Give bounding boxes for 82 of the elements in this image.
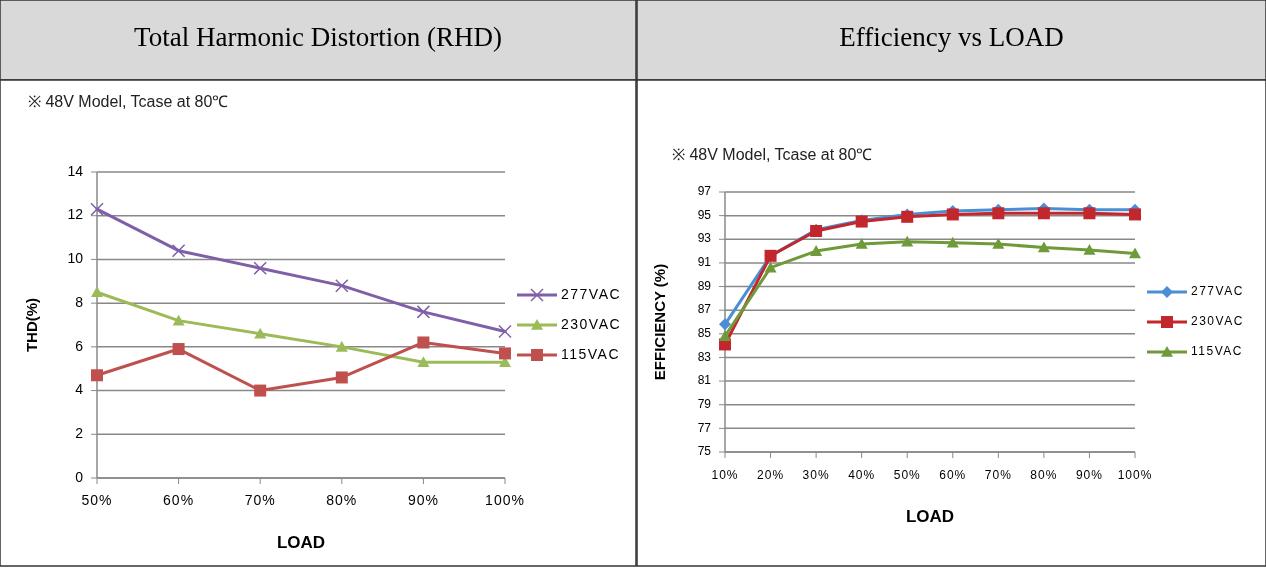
point — [254, 384, 267, 397]
point — [171, 243, 186, 258]
point — [91, 286, 103, 298]
point — [417, 336, 430, 349]
point — [335, 278, 349, 293]
y-tick-label: 6 — [75, 337, 84, 354]
chart-title: Efficiency vs LOAD — [839, 22, 1064, 53]
y-tick-label: 91 — [697, 255, 712, 270]
y-tick-label: 79 — [697, 396, 712, 411]
y-tick-label: 4 — [75, 381, 84, 398]
point — [901, 235, 914, 247]
point — [946, 208, 959, 221]
x-tick-label: 70% — [984, 468, 1012, 482]
y-tick-label: 83 — [697, 349, 712, 364]
y-tick-label: 89 — [697, 278, 712, 293]
y-tick-label: 85 — [697, 325, 712, 340]
point — [253, 261, 267, 275]
point — [1037, 241, 1050, 253]
x-axis-title: LOAD — [905, 507, 955, 526]
point — [764, 261, 777, 273]
x-tick-label: 70% — [244, 492, 276, 508]
point — [1083, 243, 1096, 255]
y-tick-label: 10 — [67, 250, 84, 267]
y-tick-label: 0 — [75, 468, 84, 485]
y-tick-label: 81 — [697, 373, 712, 388]
y-tick-label: 97 — [697, 184, 712, 199]
y-tick-label: 14 — [67, 162, 84, 179]
legend-label: 115VAC — [561, 345, 621, 362]
point — [946, 236, 959, 248]
y-axis-title: THD(%) — [23, 297, 40, 353]
x-tick-label: 50% — [81, 492, 113, 508]
x-tick-label: 60% — [163, 492, 195, 508]
point — [1037, 207, 1050, 220]
chart-title: Total Harmonic Distortion (RHD) — [134, 22, 502, 53]
legend-label: 230VAC — [561, 315, 622, 332]
point — [1129, 208, 1141, 221]
text: ※ 48V Model, Tcase at 80℃ — [672, 146, 873, 163]
y-tick-label: 93 — [697, 231, 712, 246]
x-tick-label: 30% — [802, 468, 830, 482]
x-tick-label: 90% — [407, 492, 439, 508]
point — [91, 369, 103, 382]
x-tick-label: 90% — [1075, 468, 1103, 482]
point — [810, 245, 823, 256]
legend-label: 230VAC — [1191, 314, 1244, 329]
point — [335, 340, 348, 352]
x-tick-label: 100% — [1117, 468, 1153, 482]
y-tick-label: 2 — [75, 424, 84, 441]
x-tick-label: 50% — [893, 468, 921, 482]
x-tick-label: 10% — [711, 468, 739, 482]
point — [855, 238, 868, 249]
x-tick-label: 40% — [848, 468, 876, 482]
x-axis-title: LOAD — [276, 533, 326, 552]
point — [719, 318, 731, 331]
y-tick-label: 12 — [67, 206, 84, 223]
legend-label: 277VAC — [1191, 284, 1244, 299]
point — [1129, 247, 1141, 259]
point — [992, 238, 1005, 249]
legend-label: 115VAC — [1191, 344, 1243, 359]
text: ※ 48V Model, Tcase at 80℃ — [28, 93, 229, 110]
x-tick-label: 100% — [485, 492, 525, 508]
y-tick-label: 75 — [697, 444, 712, 459]
legend-label: 277VAC — [561, 285, 622, 302]
y-tick-label: 8 — [75, 293, 84, 310]
point — [335, 371, 348, 384]
x-tick-label: 80% — [1030, 468, 1058, 482]
point — [1083, 207, 1096, 220]
point — [499, 347, 511, 360]
y-tick-label: 95 — [697, 207, 712, 222]
y-tick-label: 87 — [697, 302, 712, 317]
point — [90, 202, 104, 216]
point — [992, 207, 1005, 220]
point — [172, 314, 185, 326]
point — [254, 327, 267, 339]
x-tick-label: 20% — [757, 468, 785, 482]
x-tick-label: 60% — [939, 468, 967, 482]
x-tick-label: 80% — [326, 492, 358, 508]
y-tick-label: 77 — [697, 420, 712, 435]
y-axis-title: EFFICIENCY (%) — [651, 263, 668, 381]
point — [172, 343, 185, 356]
point — [416, 305, 431, 319]
point — [417, 356, 430, 367]
point — [498, 324, 512, 339]
